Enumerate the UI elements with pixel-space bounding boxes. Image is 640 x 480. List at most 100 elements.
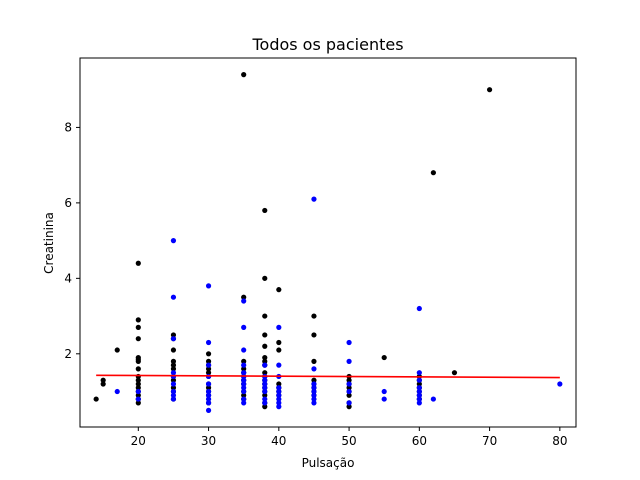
data-point: [170, 388, 177, 395]
data-point: [276, 396, 282, 402]
data-point: [381, 396, 387, 402]
data-point: [346, 404, 352, 410]
data-point: [205, 381, 212, 387]
data-point: [416, 388, 422, 395]
data-point: [135, 260, 141, 266]
x-tick-label: 30: [201, 434, 216, 448]
data-point: [346, 358, 352, 364]
y-tick-label: 6: [64, 196, 72, 210]
data-point: [262, 362, 268, 368]
data-point: [416, 396, 422, 402]
data-point: [205, 358, 212, 364]
x-tick-label: 80: [552, 434, 567, 448]
data-point: [276, 324, 282, 330]
data-point: [311, 366, 317, 372]
data-point: [276, 339, 282, 346]
data-point: [381, 388, 387, 395]
x-axis-label: Pulsação: [302, 456, 355, 470]
data-point: [311, 196, 317, 202]
data-point: [135, 377, 141, 383]
data-point: [381, 354, 387, 361]
data-point: [276, 388, 282, 395]
data-point: [262, 392, 268, 398]
data-point: [311, 332, 317, 338]
data-point: [205, 339, 212, 346]
data-point: [241, 381, 247, 387]
data-point: [346, 339, 352, 346]
data-point: [451, 370, 458, 376]
data-point: [276, 392, 282, 398]
chart-title: Todos os pacientes: [251, 35, 403, 54]
data-point: [205, 388, 212, 395]
data-point: [276, 347, 282, 353]
data-point: [262, 385, 268, 391]
y-tick-label: 8: [64, 120, 72, 134]
data-point: [486, 87, 493, 93]
y-axis-label: Creatinina: [42, 212, 56, 274]
y-tick-label: 2: [64, 347, 72, 361]
data-point: [262, 275, 268, 281]
x-tick-label: 40: [271, 434, 286, 448]
data-point: [241, 377, 247, 383]
data-point: [346, 400, 352, 406]
data-point: [346, 385, 352, 391]
data-point: [205, 351, 212, 357]
data-point: [205, 396, 212, 402]
data-point: [205, 400, 212, 406]
data-point: [346, 381, 352, 387]
data-point: [241, 400, 247, 406]
data-point: [100, 381, 106, 387]
data-point: [430, 170, 436, 176]
trend-line: [96, 374, 560, 379]
data-point: [205, 370, 212, 376]
data-point: [416, 392, 422, 398]
data-point: [170, 362, 177, 368]
data-point: [276, 362, 282, 368]
data-point: [430, 396, 436, 402]
data-point: [135, 317, 141, 323]
data-point: [241, 324, 247, 330]
x-tick-label: 60: [412, 434, 427, 448]
data-point: [205, 283, 212, 289]
data-point: [346, 377, 352, 383]
data-point: [346, 388, 352, 395]
data-point: [241, 362, 247, 368]
data-point: [241, 294, 247, 300]
data-point: [170, 385, 177, 391]
data-point: [241, 392, 247, 398]
data-point: [170, 336, 177, 342]
y-tick-label: 4: [64, 271, 72, 285]
data-point: [416, 305, 422, 312]
data-point: [262, 400, 268, 406]
data-point: [311, 388, 317, 395]
data-point: [135, 396, 141, 402]
data-point: [114, 347, 120, 353]
data-point: [311, 313, 317, 319]
data-point: [262, 381, 268, 387]
x-tick-label: 50: [341, 434, 356, 448]
data-point: [135, 385, 141, 391]
data-point: [170, 381, 177, 387]
data-point: [262, 207, 268, 214]
data-point: [205, 407, 212, 413]
data-point: [557, 381, 563, 387]
data-point: [241, 358, 247, 364]
data-point: [170, 294, 177, 300]
x-tick-label: 20: [131, 434, 146, 448]
data-point: [276, 287, 282, 293]
data-point: [170, 396, 177, 402]
data-point: [276, 404, 282, 410]
data-point: [135, 366, 141, 372]
data-point: [416, 400, 422, 406]
data-point: [311, 385, 317, 391]
data-point: [135, 381, 141, 387]
data-point: [93, 396, 99, 402]
data-point: [241, 396, 247, 402]
data-point: [241, 388, 247, 395]
data-point: [205, 392, 212, 398]
data-point: [276, 381, 282, 387]
data-point: [262, 396, 268, 402]
data-point: [262, 370, 268, 376]
data-point: [114, 388, 120, 395]
data-point: [100, 377, 106, 383]
